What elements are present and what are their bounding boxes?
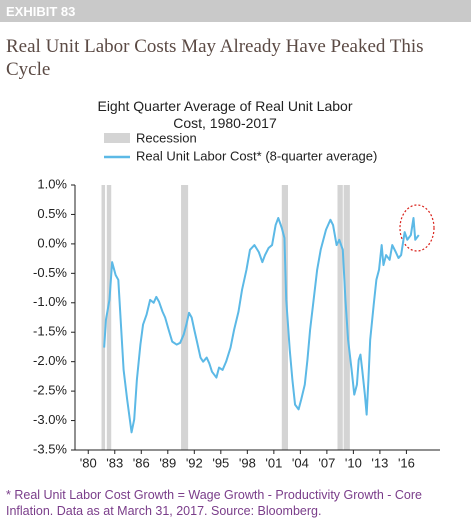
y-tick-label: -3.0% <box>33 412 67 427</box>
x-tick-label: '92 <box>186 455 203 470</box>
recession-band <box>337 185 343 450</box>
x-tick-label: '95 <box>212 455 229 470</box>
exhibit-label: EXHIBIT 83 <box>6 4 76 19</box>
x-tick-label: '89 <box>159 455 176 470</box>
y-tick-label: -0.5% <box>33 265 67 280</box>
header-bar: EXHIBIT 83 <box>0 0 471 22</box>
recession-band <box>181 185 189 450</box>
legend-swatch <box>104 133 130 143</box>
chart-title: Eight Quarter Average of Real Unit Labor… <box>97 98 353 131</box>
legend-label: Recession <box>136 130 197 145</box>
y-tick-label: 0.5% <box>37 206 67 221</box>
x-tick-label: '98 <box>239 455 256 470</box>
y-tick-label: 0.0% <box>37 235 67 250</box>
highlight-circle <box>399 204 435 252</box>
x-tick-label: '07 <box>318 455 335 470</box>
x-tick-label: '13 <box>371 455 388 470</box>
y-tick-label: -1.0% <box>33 294 67 309</box>
legend-label: Real Unit Labor Cost* (8-quarter average… <box>136 148 377 163</box>
y-tick-label: -1.5% <box>33 324 67 339</box>
y-tick-label: 1.0% <box>37 176 67 191</box>
page-title: Real Unit Labor Costs May Already Have P… <box>6 36 424 80</box>
x-tick-label: '16 <box>398 455 415 470</box>
x-tick-label: '01 <box>265 455 282 470</box>
x-tick-label: '10 <box>345 455 362 470</box>
y-tick-label: -2.0% <box>33 353 67 368</box>
x-tick-label: '86 <box>133 455 150 470</box>
y-tick-label: -3.5% <box>33 441 67 456</box>
y-tick-label: -2.5% <box>33 383 67 398</box>
recession-band <box>106 185 112 450</box>
x-tick-label: '83 <box>106 455 123 470</box>
x-tick-label: '04 <box>292 455 309 470</box>
footnote: * Real Unit Labor Cost Growth = Wage Gro… <box>6 488 423 518</box>
data-line <box>103 216 420 434</box>
x-tick-label: '80 <box>80 455 97 470</box>
recession-band <box>281 185 288 450</box>
recession-band <box>101 185 106 450</box>
